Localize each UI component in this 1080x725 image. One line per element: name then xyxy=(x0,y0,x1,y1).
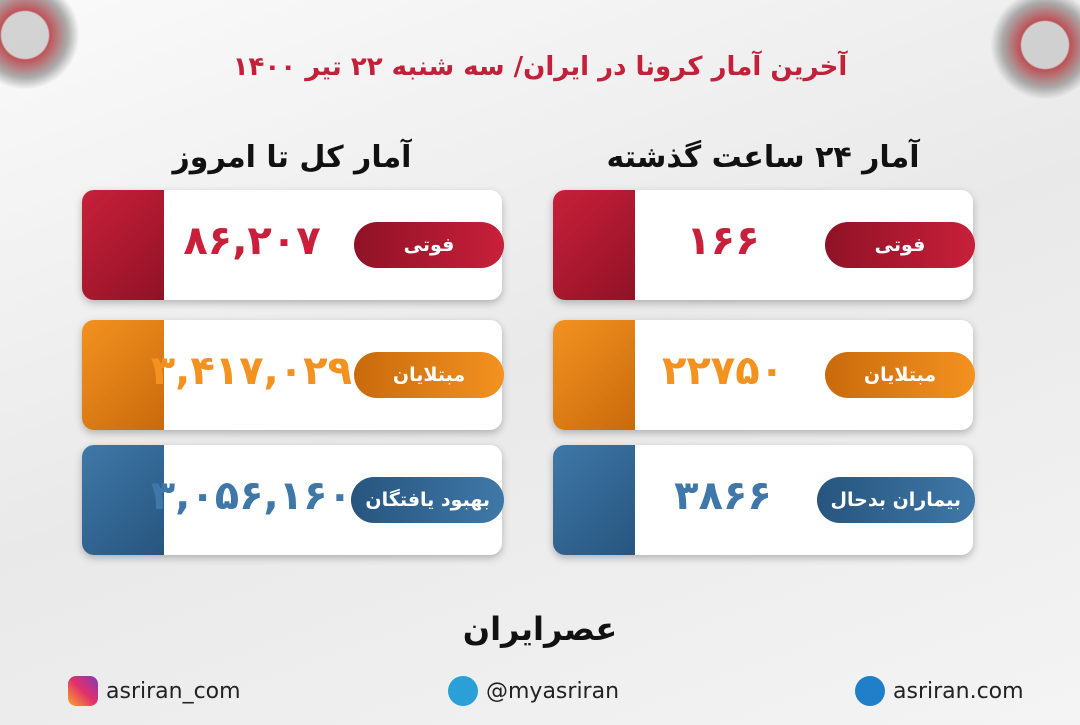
stat-value: ۳۸۶۶ xyxy=(674,473,772,519)
telegram-icon xyxy=(448,676,478,706)
card-stripe xyxy=(82,445,164,555)
stat-card: ۳,۴۱۷,۰۲۹ مبتلایان xyxy=(82,320,504,430)
stat-label: فوتی xyxy=(825,222,975,268)
card-stripe xyxy=(553,190,635,300)
logo: عصرایران xyxy=(462,610,618,648)
instagram[interactable]: asriran_com xyxy=(68,676,241,706)
stat-label: مبتلایان xyxy=(825,352,975,398)
website-icon xyxy=(855,676,885,706)
stat-value: ۲۲۷۵۰ xyxy=(661,348,785,394)
stat-value: ۸۶,۲۰۷ xyxy=(183,218,321,264)
stat-value: ۱۶۶ xyxy=(686,218,760,264)
card-stripe xyxy=(553,445,635,555)
stat-label: بهبود یافتگان xyxy=(351,477,504,523)
title: آخرین آمار کرونا در ایران/ سه شنبه ۲۲ تی… xyxy=(232,52,848,82)
stat-label: بیماران بدحال xyxy=(816,477,975,523)
instagram-handle: asriran_com xyxy=(106,678,241,704)
virus-decoration xyxy=(990,0,1080,100)
stat-label: فوتی xyxy=(354,222,504,268)
section-heading: آمار ۲۴ ساعت گذشته xyxy=(606,140,920,175)
card-stripe xyxy=(553,320,635,430)
stat-card: ۸۶,۲۰۷ فوتی xyxy=(82,190,504,300)
instagram-icon xyxy=(68,676,98,706)
card-stripe xyxy=(82,320,164,430)
website-url: asriran.com xyxy=(893,678,1024,704)
stat-card: ۳۸۶۶ بیماران بدحال xyxy=(553,445,975,555)
stat-card: ۱۶۶ فوتی xyxy=(553,190,975,300)
stat-card: ۲۲۷۵۰ مبتلایان xyxy=(553,320,975,430)
telegram[interactable]: @myasriran xyxy=(448,676,619,706)
virus-decoration xyxy=(0,0,80,90)
stat-label: مبتلایان xyxy=(354,352,504,398)
telegram-handle: @myasriran xyxy=(486,678,620,704)
section-heading: آمار کل تا امروز xyxy=(172,140,412,175)
card-stripe xyxy=(82,190,164,300)
stat-value: ۳,۰۵۶,۱۶۰ xyxy=(150,473,352,519)
website[interactable]: asriran.com xyxy=(855,676,1024,706)
stat-card: ۳,۰۵۶,۱۶۰ بهبود یافتگان xyxy=(82,445,504,555)
stat-value: ۳,۴۱۷,۰۲۹ xyxy=(150,348,352,394)
